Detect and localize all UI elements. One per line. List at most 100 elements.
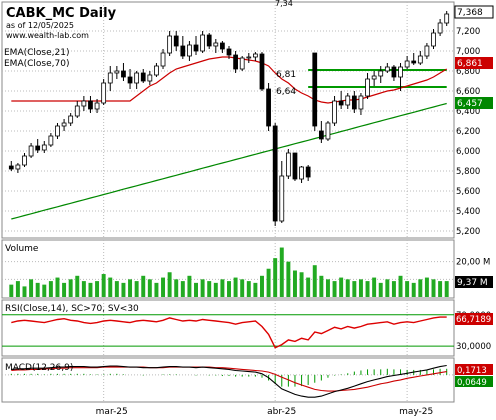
volume-bar — [81, 281, 86, 297]
volume-bar — [240, 279, 245, 297]
as-of-date: as of 12/05/2025 — [6, 21, 74, 30]
candle-up — [94, 102, 100, 110]
volume-bar — [332, 281, 337, 297]
price-tick-label: 5,200 — [456, 227, 480, 237]
candle-up — [48, 135, 54, 146]
volume-bar — [260, 275, 264, 297]
ema-fast-badge-box — [455, 57, 493, 69]
volume-bar — [438, 281, 443, 297]
candle-down — [338, 100, 344, 106]
candle-down — [88, 100, 93, 110]
candle-down — [121, 70, 126, 78]
candle-up — [285, 152, 291, 177]
ema-fast-label: EMA(Close,21) — [4, 48, 69, 58]
candle-up — [384, 66, 390, 72]
volume-bar — [200, 279, 205, 297]
volume-bar — [68, 279, 73, 297]
volume-bar — [378, 282, 383, 297]
candle-up — [55, 125, 60, 137]
candle-up — [187, 44, 192, 57]
candle-up — [299, 166, 304, 180]
x-tick-label: may-25 — [399, 407, 433, 417]
x-tick-label: mar-25 — [96, 407, 128, 417]
volume-bar — [411, 282, 416, 297]
ema-fast-badge: 6,861 — [457, 59, 483, 69]
rsi-badge: 66,7189 — [456, 315, 491, 325]
volume-bar — [246, 281, 251, 297]
volume-bar — [319, 275, 324, 297]
volume-bar — [42, 284, 47, 297]
candle-down — [411, 60, 417, 64]
volume-bar — [22, 286, 27, 297]
candle-down — [180, 45, 186, 57]
volume-bar — [266, 268, 271, 297]
macd-panel — [1, 357, 455, 403]
macd-signal-line — [11, 366, 447, 392]
volume-series — [9, 247, 449, 297]
price-tick-label: 7,200 — [456, 27, 480, 37]
volume-bar — [62, 282, 67, 297]
volume-bar — [161, 277, 166, 297]
price-tick-label: 7,000 — [456, 47, 480, 57]
volume-bar — [207, 281, 212, 297]
annotation-681: 6,81 — [276, 70, 296, 80]
volume-bar — [292, 270, 297, 297]
rsi-line — [11, 316, 447, 349]
candle-up — [431, 32, 436, 47]
candle-down — [127, 76, 133, 84]
volume-bar — [253, 282, 258, 297]
volume-bar — [233, 277, 238, 297]
price-tick-label: 5,600 — [456, 187, 480, 197]
volume-bar — [306, 277, 311, 297]
volume-badge: 9,37 M — [457, 278, 488, 288]
volume-bar — [141, 275, 146, 297]
candle-up — [398, 66, 403, 78]
candle-down — [140, 72, 146, 82]
candle-up — [239, 57, 245, 70]
candle-down — [312, 52, 318, 127]
volume-bar — [227, 281, 231, 297]
volume-tick-label: 20,00 M — [456, 258, 490, 268]
volume-bar — [147, 279, 152, 297]
candle-up — [28, 145, 34, 157]
volume-bar — [299, 272, 304, 297]
volume-bar — [167, 272, 172, 297]
volume-bar — [325, 279, 330, 297]
volume-bar — [15, 281, 20, 297]
volume-bar — [213, 282, 218, 297]
candle-down — [35, 145, 41, 151]
candle-up — [61, 122, 67, 127]
volume-badge-box — [455, 276, 493, 288]
candle-down — [266, 88, 271, 127]
candle-up — [22, 155, 27, 166]
volume-bar — [312, 265, 317, 297]
candle-up — [160, 52, 166, 67]
rsi-badge-box — [455, 313, 493, 325]
volume-label: Volume — [5, 244, 39, 254]
candle-down — [272, 125, 278, 222]
candle-up — [15, 164, 21, 170]
candle-up — [378, 70, 384, 77]
price-tick-label: 6,400 — [456, 107, 480, 117]
candle-up — [147, 74, 153, 82]
ema-slow-label: EMA(Close,70) — [4, 59, 69, 69]
volume-bar — [29, 279, 34, 297]
candle-down — [318, 130, 324, 140]
candle-up — [279, 175, 285, 222]
volume-bar — [365, 281, 370, 297]
candle-down — [226, 48, 232, 56]
volume-bar — [48, 281, 53, 297]
price-panel — [1, 1, 455, 239]
candle-up — [371, 75, 377, 80]
volume-bar — [128, 279, 133, 297]
candle-up — [134, 72, 140, 84]
volume-bar — [279, 247, 284, 297]
volume-bar — [88, 282, 93, 297]
candle-up — [365, 78, 370, 97]
candle-up — [437, 22, 443, 34]
candle-down — [8, 165, 14, 170]
price-tick-label: 6,800 — [456, 67, 480, 77]
volume-bar — [391, 281, 396, 297]
macd-badge: 0,1713 — [457, 366, 487, 376]
macd-label: MACD(12,26,9) — [5, 363, 73, 373]
